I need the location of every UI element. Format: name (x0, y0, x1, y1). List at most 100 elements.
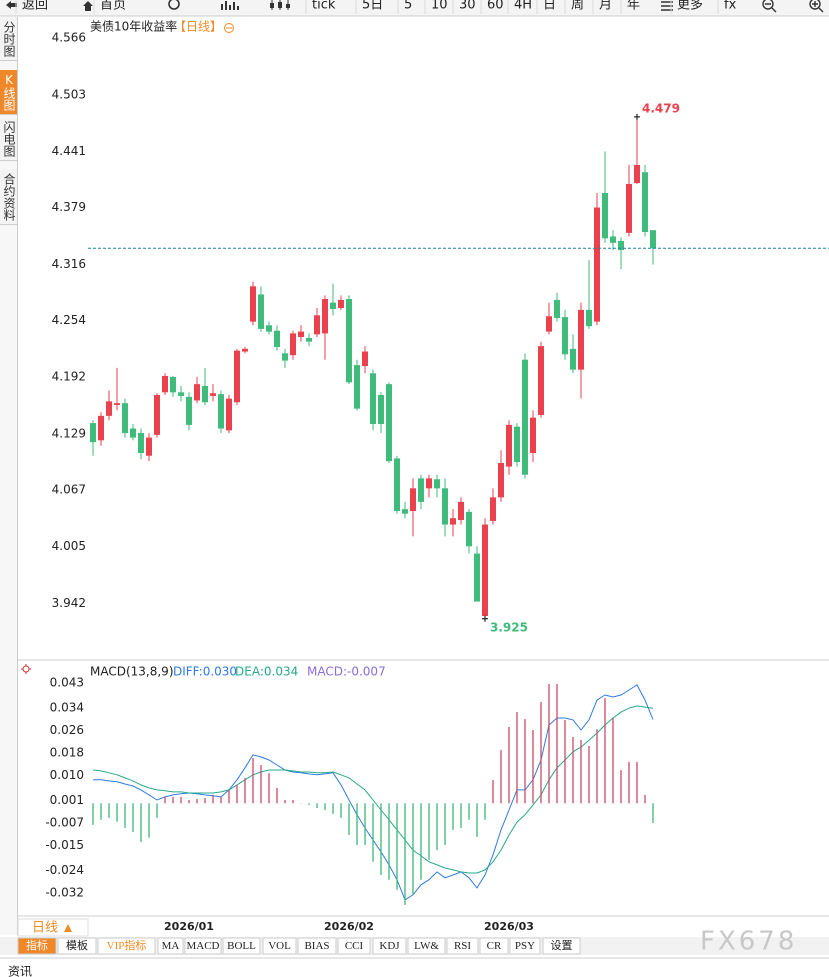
toolbar (0, 0, 829, 16)
candle-body (498, 462, 504, 498)
candle-body (546, 316, 552, 332)
indicator-tab-box[interactable] (479, 937, 509, 955)
indicator-tab-box[interactable] (262, 937, 297, 955)
candle-body (578, 309, 584, 370)
indicator-tab-box[interactable] (222, 937, 261, 955)
collapse-icon[interactable] (224, 23, 234, 33)
toolbar-item[interactable]: 4H (514, 0, 532, 13)
candle-body (226, 398, 232, 431)
y-tick-label: 0.026 (50, 723, 84, 737)
toolbar-item[interactable]: 首页 (100, 0, 126, 13)
indicator-tab[interactable]: RSI (454, 940, 471, 952)
indicator-tab-box[interactable] (446, 937, 479, 955)
candle-body (610, 236, 616, 243)
indicator-tab[interactable]: LW& (414, 940, 439, 952)
candle-body (162, 375, 168, 393)
toolbar-item[interactable]: tick (312, 0, 336, 13)
toolbar-item[interactable]: 60 (487, 0, 504, 13)
settings-icon[interactable] (22, 665, 30, 673)
y-tick-label: 4.192 (52, 369, 86, 383)
toolbar-item[interactable]: 年 (627, 0, 640, 13)
toolbar-item[interactable]: 返回 (22, 0, 48, 13)
candle-body (330, 302, 336, 309)
indicator-tab-box[interactable] (57, 937, 97, 955)
candle-body (402, 509, 408, 514)
candle-body (210, 393, 216, 396)
home-icon[interactable] (83, 1, 93, 11)
candle-body (378, 395, 384, 425)
candle-body (386, 384, 392, 462)
indicator-tab-box[interactable] (372, 937, 407, 955)
macd-line (92, 705, 654, 874)
sidebar-item[interactable]: K线图 (0, 70, 17, 115)
zoom-in-mark (812, 1, 824, 13)
indicator-tab-box[interactable] (407, 937, 446, 955)
candle-body (434, 479, 440, 489)
candle-body (154, 395, 160, 435)
indicator-tab-box[interactable] (297, 937, 337, 955)
indicator-tab-box[interactable] (97, 937, 156, 955)
candle-body (242, 348, 248, 352)
candle-body (250, 286, 256, 322)
low-label: 3.925 (490, 620, 528, 634)
candle-body (202, 385, 208, 403)
candle-body (282, 353, 288, 361)
bar-icon[interactable] (221, 1, 239, 10)
zoom-out-icon[interactable] (762, 0, 774, 10)
indicator-tab-box[interactable] (184, 937, 222, 955)
indicator-tab-box[interactable] (157, 937, 184, 955)
candle-body (266, 325, 272, 332)
news-tab[interactable]: 资讯 (8, 965, 32, 977)
y-tick-label: 4.254 (52, 313, 86, 327)
zoom-in-icon[interactable] (809, 0, 821, 10)
indicator-tab-box[interactable] (542, 937, 581, 955)
indicator-tab-box[interactable] (509, 937, 541, 955)
candle-body (186, 396, 192, 425)
indicator-tab[interactable]: CR (487, 940, 502, 952)
y-tick-label: 0.001 (50, 793, 84, 807)
candle-body (138, 433, 144, 453)
indicator-tab[interactable]: 指标 (26, 938, 48, 952)
candle-body (554, 299, 560, 319)
sidebar-item[interactable]: 闪电图 (0, 118, 17, 161)
indicator-tab[interactable]: 模板 (66, 938, 88, 952)
toolbar-item[interactable]: 更多 (677, 0, 703, 13)
indicator-tab[interactable]: BOLL (227, 940, 256, 952)
toolbar-item[interactable]: 月 (599, 0, 612, 13)
indicator-tab[interactable]: CCI (345, 940, 364, 952)
y-tick-label: -0.032 (45, 885, 84, 899)
sidebar-item[interactable]: 合约资料 (0, 170, 17, 225)
toolbar-item[interactable]: 30 (459, 0, 476, 13)
period-tab-arrow[interactable] (64, 924, 72, 932)
indicator-tab[interactable]: 设置 (551, 939, 573, 952)
candle-body (298, 331, 304, 338)
toolbar-item[interactable]: 周 (571, 0, 584, 13)
indicator-tab[interactable]: BIAS (304, 940, 329, 952)
toolbar-item[interactable]: 10 (431, 0, 448, 13)
indicator-tab-box[interactable] (17, 937, 57, 955)
toolbar-item[interactable]: 日 (543, 0, 556, 13)
sidebar-item[interactable]: 分时图 (0, 18, 17, 61)
candle-body (506, 424, 512, 467)
candle-body (562, 317, 568, 355)
indicator-tab[interactable]: VOL (268, 940, 291, 952)
sidebar-bg (0, 17, 17, 935)
indicator-tab[interactable]: VIP指标 (107, 938, 147, 952)
period-tab[interactable]: 日线 (32, 921, 58, 936)
candle-body (170, 376, 176, 393)
back-icon[interactable] (6, 1, 17, 9)
candle-body (538, 346, 544, 415)
indicator-tab[interactable]: PSY (515, 940, 535, 952)
indicator-tab[interactable]: MA (162, 940, 180, 952)
toolbar-item[interactable]: fx (724, 0, 737, 13)
candle-body (522, 359, 528, 475)
candle-body (194, 384, 200, 401)
indicator-tab[interactable]: MACD (186, 940, 219, 952)
refresh-icon[interactable] (168, 0, 180, 10)
candle-body (322, 299, 328, 334)
toolbar-item[interactable]: 5 (404, 0, 412, 13)
toolbar-item[interactable]: 5日 (362, 0, 383, 13)
x-tick-label: 2026/02 (324, 920, 374, 933)
indicator-tab-box[interactable] (337, 937, 371, 955)
indicator-tab[interactable]: KDJ (379, 940, 400, 952)
